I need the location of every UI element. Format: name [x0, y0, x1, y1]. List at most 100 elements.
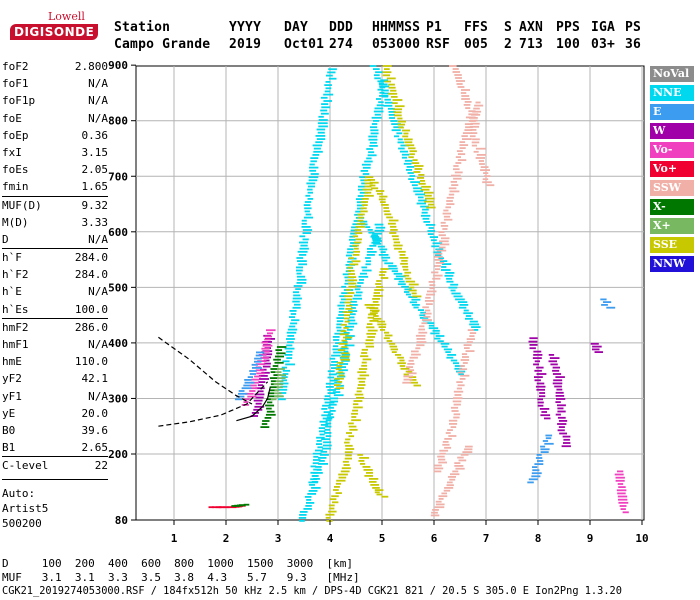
data-mark	[476, 154, 487, 156]
data-mark	[371, 123, 378, 125]
data-mark	[310, 173, 319, 175]
data-mark	[317, 122, 328, 125]
data-mark	[348, 238, 356, 241]
data-mark	[276, 386, 283, 389]
data-mark	[408, 178, 415, 180]
data-mark	[347, 319, 356, 322]
data-mark	[347, 269, 355, 272]
data-mark	[454, 465, 464, 467]
data-mark	[365, 257, 371, 259]
x-tick-label: 7	[483, 532, 490, 545]
data-mark	[397, 362, 406, 365]
data-mark	[388, 92, 398, 95]
data-mark	[291, 319, 300, 322]
data-mark	[345, 448, 355, 450]
data-mark	[319, 420, 328, 423]
data-mark	[368, 135, 378, 138]
trace-e	[234, 351, 265, 401]
data-mark	[307, 493, 317, 495]
data-mark	[416, 202, 426, 205]
data-mark	[265, 404, 275, 407]
data-mark	[552, 366, 560, 369]
data-mark	[322, 417, 333, 420]
data-mark	[286, 331, 297, 334]
data-mark	[285, 363, 295, 366]
data-mark	[397, 120, 406, 123]
param-key: hmE	[2, 355, 22, 369]
data-mark	[469, 125, 480, 128]
data-mark	[299, 511, 308, 513]
data-mark	[438, 458, 446, 461]
plot-frame	[135, 65, 645, 521]
data-mark	[415, 334, 426, 337]
data-mark	[446, 277, 453, 280]
param-value: 284.0	[74, 268, 108, 282]
trace-sse	[382, 65, 436, 209]
data-mark	[557, 429, 565, 432]
data-mark	[318, 463, 328, 465]
data-mark	[478, 160, 484, 162]
data-mark	[378, 326, 386, 328]
x-tick-label: 4	[327, 532, 334, 545]
y-tick-label: 500	[108, 281, 128, 294]
data-mark	[267, 332, 273, 335]
data-mark	[371, 241, 381, 244]
data-mark	[548, 360, 557, 363]
data-mark	[241, 387, 252, 390]
data-mark	[359, 191, 369, 194]
data-mark	[457, 301, 468, 303]
data-mark	[328, 77, 337, 80]
data-mark	[419, 325, 425, 328]
data-mark	[343, 327, 349, 329]
data-mark	[391, 351, 397, 353]
data-mark	[444, 438, 452, 440]
data-mark	[464, 347, 470, 349]
data-mark	[367, 229, 373, 231]
data-mark	[290, 313, 297, 315]
data-mark	[617, 470, 624, 473]
data-mark	[360, 170, 369, 172]
data-mark	[411, 292, 417, 295]
data-mark	[286, 350, 293, 353]
data-mark	[454, 367, 463, 370]
data-mark	[296, 275, 306, 278]
data-mark	[373, 74, 380, 77]
data-mark	[303, 204, 311, 206]
data-mark	[287, 341, 294, 344]
data-mark	[266, 398, 274, 401]
header-value-4: 053000	[372, 37, 421, 52]
data-mark	[366, 157, 372, 160]
data-mark	[408, 147, 416, 150]
data-mark	[357, 207, 364, 210]
data-mark	[482, 181, 492, 184]
param-key: B1	[2, 441, 16, 455]
data-mark	[377, 88, 384, 91]
data-mark	[346, 432, 352, 434]
param-key: foE	[2, 111, 22, 125]
data-mark	[363, 469, 373, 471]
data-mark	[329, 507, 335, 510]
data-mark	[329, 410, 336, 412]
data-mark	[448, 193, 455, 196]
data-mark	[257, 390, 264, 393]
param-key: foEp	[2, 128, 29, 142]
data-mark	[453, 295, 463, 298]
data-mark	[427, 290, 437, 293]
data-mark	[330, 397, 339, 400]
data-mark	[486, 184, 495, 187]
data-mark	[369, 184, 376, 187]
data-mark	[466, 341, 473, 343]
data-mark	[603, 301, 612, 303]
data-mark	[403, 378, 413, 381]
data-mark	[277, 368, 285, 370]
data-mark	[399, 150, 408, 153]
data-mark	[374, 107, 384, 110]
data-mark	[362, 204, 368, 206]
trace-sse	[364, 304, 421, 387]
data-mark	[321, 106, 331, 109]
data-mark	[384, 68, 390, 70]
data-mark	[430, 332, 440, 335]
data-mark	[381, 495, 389, 498]
data-mark	[245, 392, 254, 395]
data-mark	[249, 373, 256, 375]
